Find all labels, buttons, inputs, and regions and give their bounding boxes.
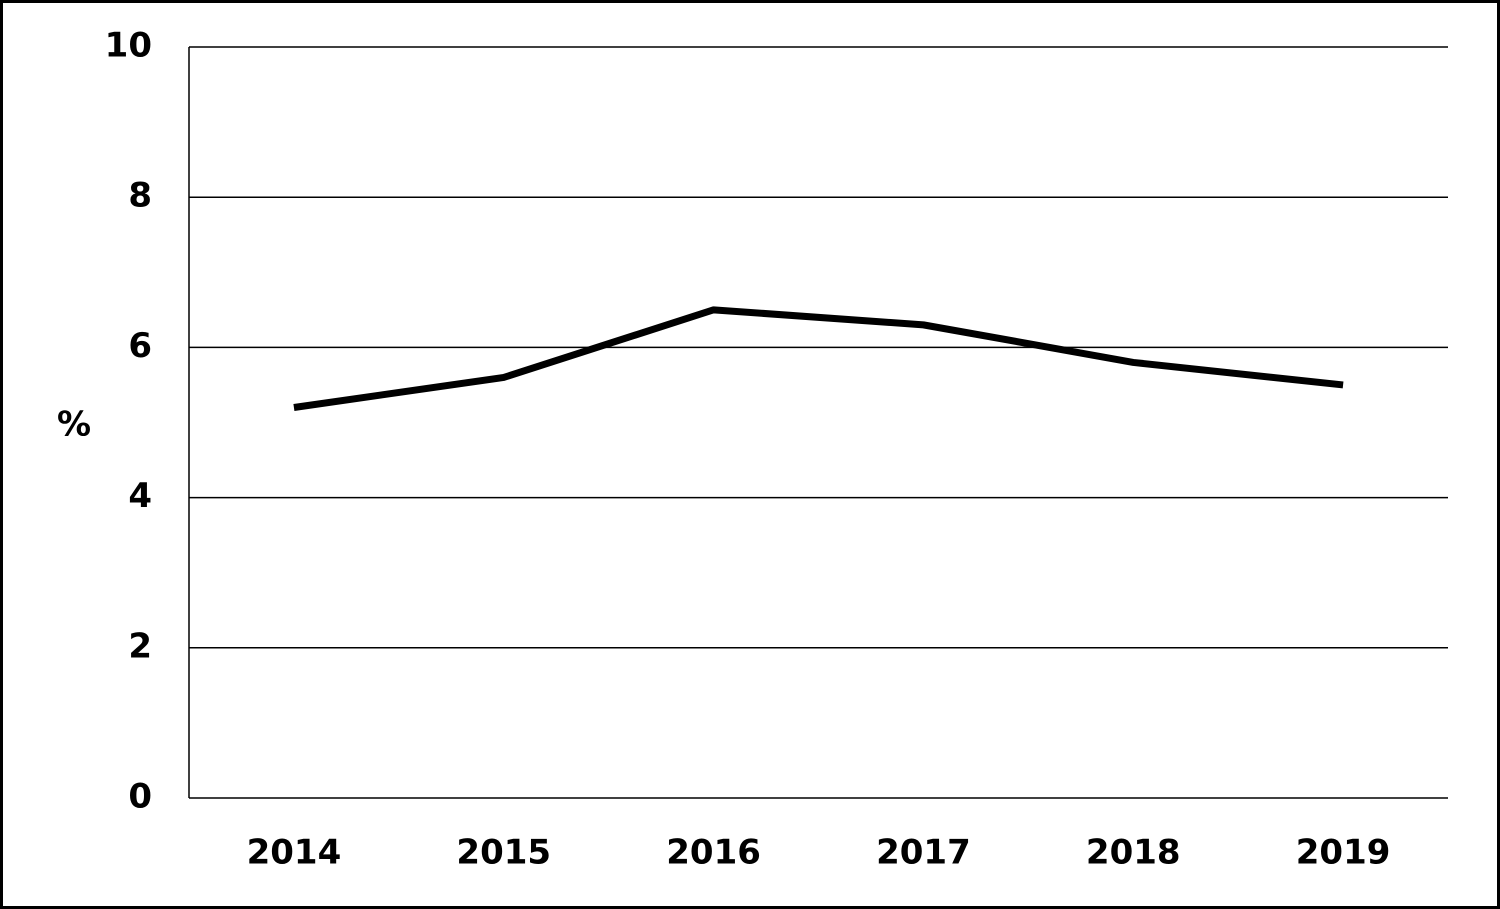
x-tick-label: 2014 — [247, 833, 342, 873]
y-tick-label: 0 — [128, 777, 152, 817]
x-tick-label: 2015 — [456, 833, 551, 873]
x-tick-label: 2016 — [666, 833, 761, 873]
x-tick-label: 2019 — [1296, 833, 1391, 873]
x-tick-label: 2018 — [1086, 833, 1181, 873]
y-tick-label: 4 — [128, 476, 152, 516]
x-tick-label: 2017 — [876, 833, 971, 873]
data-line — [293, 306, 1344, 411]
y-tick-label: 6 — [128, 326, 152, 366]
y-tick-label: 2 — [128, 626, 152, 666]
y-tick-label: 8 — [128, 176, 152, 216]
y-axis-label: % — [57, 405, 91, 445]
y-tick-label: 10 — [105, 26, 152, 66]
